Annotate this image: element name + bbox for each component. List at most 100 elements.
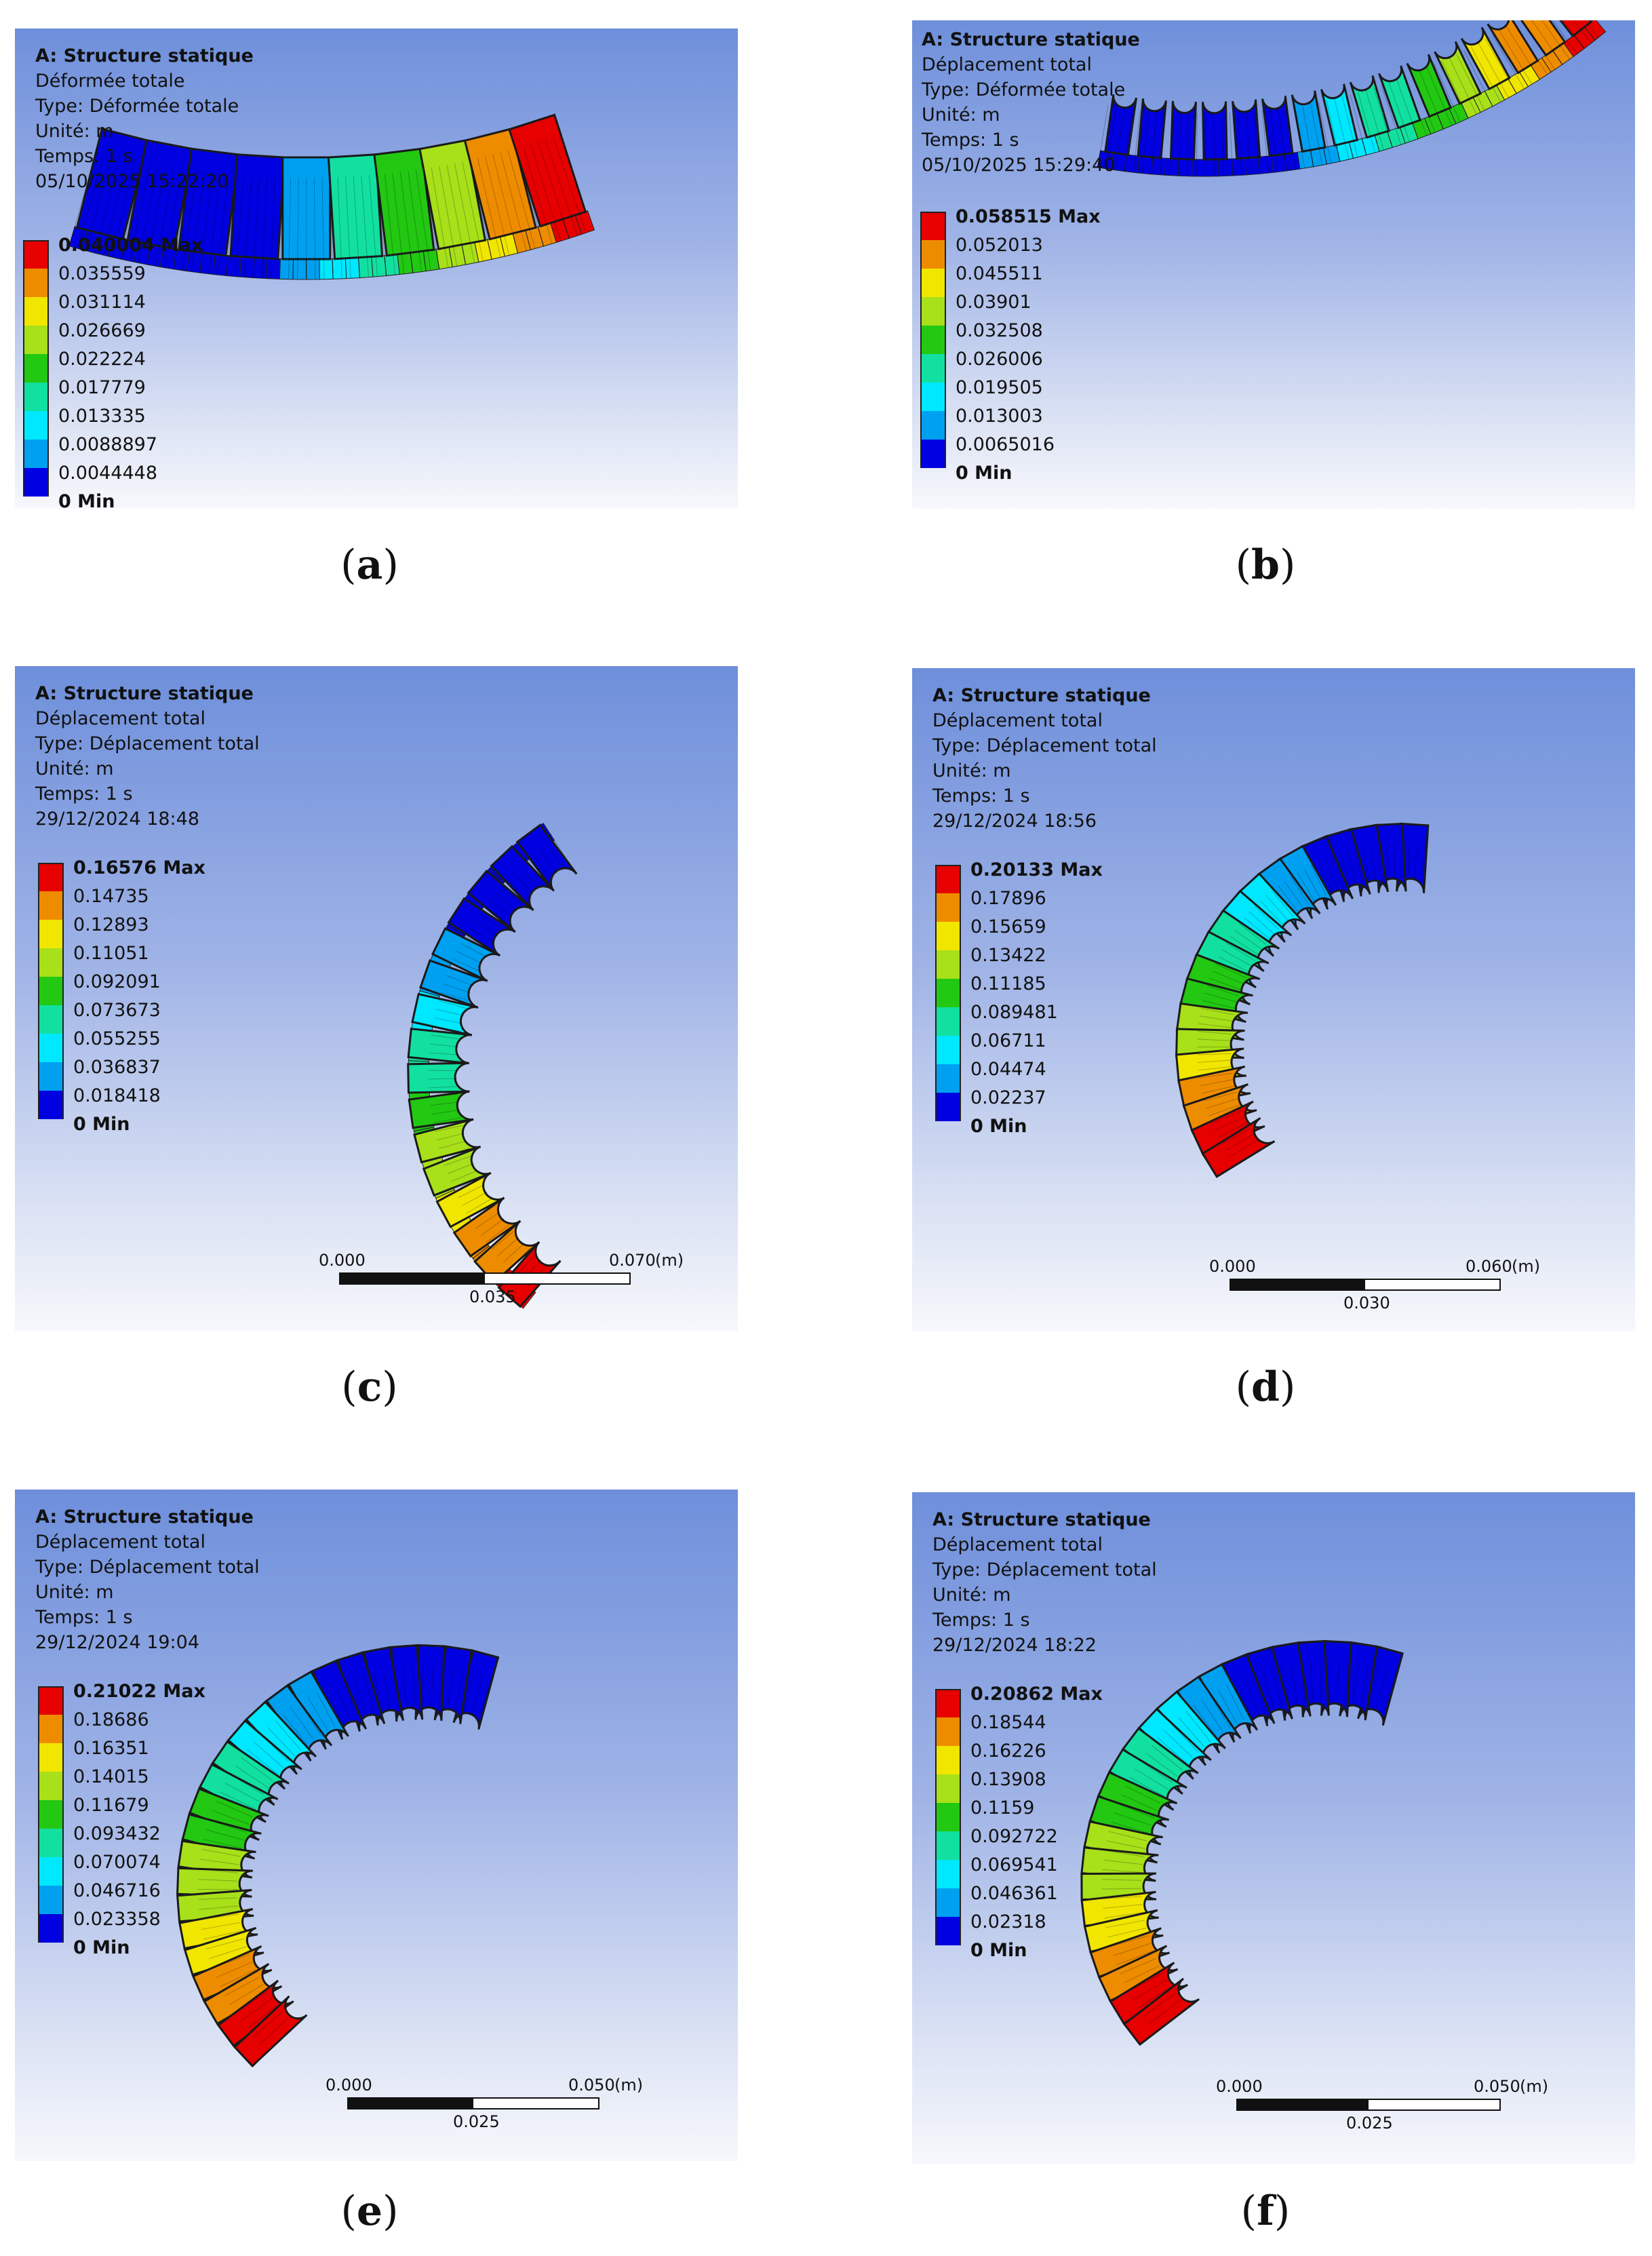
info-block-e: A: Structure statique Déplacement total … xyxy=(35,1504,260,1655)
legend-entry: 0.040004 Max xyxy=(23,235,203,269)
color-legend-f: 0.20862 Max 0.18544 0.16226 0.13908 0.1159 0.… xyxy=(935,1684,1103,1961)
base-segment xyxy=(212,254,229,277)
base-segment xyxy=(306,258,320,280)
legend-entry: 0.019505 xyxy=(920,377,1043,411)
result-name: Déplacement total xyxy=(35,1532,205,1553)
legend-entry: 0.022224 xyxy=(23,349,146,383)
finger xyxy=(1177,1065,1251,1108)
result-time: Temps: 1 s xyxy=(35,1607,133,1628)
finger xyxy=(233,1995,308,2067)
legend-entry: 0.036837 xyxy=(38,1057,161,1091)
legend-value: 0.11051 xyxy=(73,943,149,964)
analysis-title: A: Structure statique xyxy=(35,1506,254,1528)
color-legend-c: 0.16576 Max 0.14735 0.12893 0.11051 0.092091… xyxy=(38,857,205,1135)
deformation-plot-d xyxy=(1175,822,1430,1178)
panel-c: A: Structure statique Déplacement total … xyxy=(15,666,738,1331)
finger xyxy=(1320,1639,1352,1717)
finger xyxy=(178,1907,258,1950)
legend-entry: 0.092722 xyxy=(935,1826,1058,1860)
legend-swatch xyxy=(920,383,946,411)
legend-entry: 0.20133 Max xyxy=(935,859,1103,893)
result-time: Temps: 1 s xyxy=(35,783,133,804)
finger xyxy=(407,1062,470,1094)
legend-value: 0.069541 xyxy=(970,1854,1058,1875)
base-segment xyxy=(226,255,242,277)
legend-swatch xyxy=(935,1803,961,1831)
finger xyxy=(1357,1645,1404,1726)
base-segment xyxy=(384,254,400,277)
legend-entry: 0.031114 xyxy=(23,292,146,326)
legend-entry: 0.11051 xyxy=(38,943,149,977)
finger xyxy=(1097,1945,1179,2002)
finger xyxy=(1201,1117,1276,1178)
legend-entry: 0.089481 xyxy=(935,1002,1058,1036)
finger xyxy=(1137,1707,1212,1780)
panel-e: A: Structure statique Déplacement total … xyxy=(15,1490,738,2161)
base-segment xyxy=(358,256,374,279)
scale-left-label: 0.000 xyxy=(1209,1257,1256,1276)
legend-entry: 0.013335 xyxy=(23,406,146,440)
legend-swatch xyxy=(38,948,64,977)
scale-bar-fill xyxy=(1230,1279,1365,1291)
caption-f: (f) xyxy=(1240,2187,1291,2235)
legend-swatch xyxy=(935,1860,961,1888)
mesh-body-f xyxy=(1080,1639,1404,2046)
finger xyxy=(1238,872,1306,943)
result-timestamp: 29/12/2024 18:48 xyxy=(35,809,200,830)
finger xyxy=(216,1979,294,2048)
legend-value: 0 Min xyxy=(970,1116,1027,1137)
analysis-title: A: Structure statique xyxy=(35,683,254,704)
legend-swatch xyxy=(38,863,64,891)
legend-swatch xyxy=(38,1800,64,1829)
analysis-title: A: Structure statique xyxy=(35,45,254,66)
legend-entry: 0.070074 xyxy=(38,1852,161,1886)
finger xyxy=(1487,20,1539,75)
base-segment xyxy=(1178,158,1193,177)
base-segment xyxy=(574,210,595,235)
finger xyxy=(1559,20,1593,38)
legend-value: 0.089481 xyxy=(970,1002,1058,1023)
legend-swatch xyxy=(23,269,49,297)
legend-value: 0 Min xyxy=(58,491,115,509)
finger xyxy=(1175,1675,1242,1754)
legend-value: 0.019505 xyxy=(956,377,1043,398)
legend-swatch xyxy=(23,297,49,326)
panel-f: A: Structure statique Déplacement total … xyxy=(912,1492,1635,2164)
legend-swatch xyxy=(935,1689,961,1717)
base-segment xyxy=(279,258,294,280)
legend-value: 0.046361 xyxy=(970,1883,1058,1904)
finger xyxy=(1194,930,1270,988)
base-segment xyxy=(1257,155,1274,174)
scale-bar-fill xyxy=(339,1272,485,1285)
finger xyxy=(264,1684,333,1762)
legend-value: 0.18544 xyxy=(970,1712,1046,1733)
legend-entry: 0.17896 xyxy=(935,888,1046,922)
mesh-lines xyxy=(1097,20,1599,176)
legend-value: 0.032508 xyxy=(956,320,1043,341)
legend-value: 0.058515 Max xyxy=(956,206,1101,227)
legend-swatch xyxy=(23,240,49,269)
legend-value: 0.046716 xyxy=(73,1880,161,1901)
finger xyxy=(407,1028,473,1065)
legend-value: 0.031114 xyxy=(58,292,146,313)
legend-entry: 0.04474 xyxy=(935,1059,1046,1093)
finger xyxy=(363,1646,405,1726)
finger xyxy=(1261,96,1294,157)
finger xyxy=(1080,1846,1159,1882)
legend-entry: 0.017779 xyxy=(23,377,146,411)
base-segment xyxy=(239,256,255,279)
legend-swatch xyxy=(935,1036,961,1064)
finger xyxy=(1198,1662,1259,1743)
legend-swatch xyxy=(38,891,64,920)
legend-value: 0.11679 xyxy=(73,1795,149,1816)
legend-value: 0.040004 Max xyxy=(58,235,203,256)
legend-value: 0.13422 xyxy=(970,945,1046,966)
legend-entry: 0.026006 xyxy=(920,349,1043,383)
legend-swatch xyxy=(23,411,49,440)
scale-left-label: 0.000 xyxy=(1216,2077,1263,2096)
finger xyxy=(1190,1100,1265,1156)
mesh-body-a xyxy=(68,113,595,280)
finger xyxy=(311,1659,368,1740)
base-segment xyxy=(252,257,268,279)
legend-swatch xyxy=(23,326,49,354)
